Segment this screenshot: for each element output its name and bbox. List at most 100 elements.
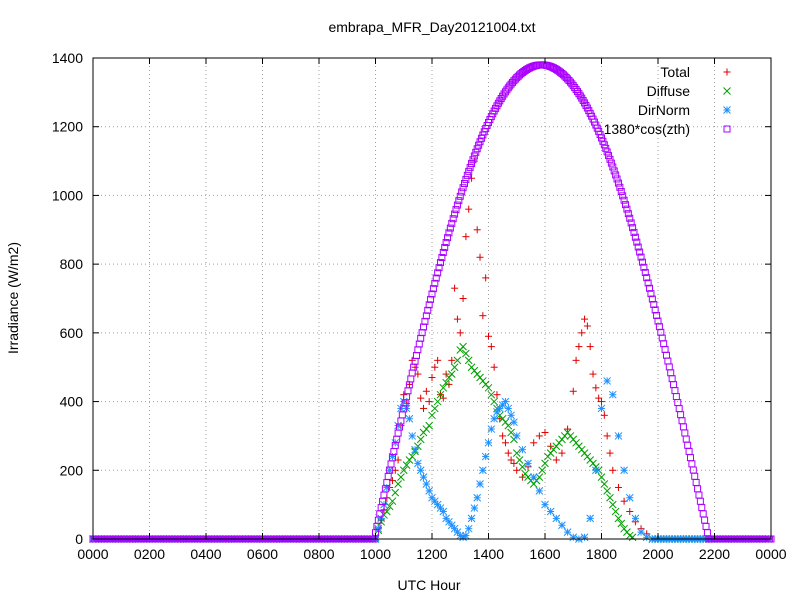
x-axis-label: UTC Hour (397, 577, 460, 593)
x-tick-label: 2000 (642, 546, 673, 562)
data-point (429, 285, 437, 293)
data-point (603, 432, 611, 440)
data-point (478, 466, 487, 475)
data-point (460, 180, 468, 188)
data-point (558, 449, 566, 457)
data-point (470, 152, 478, 160)
data-point (608, 390, 617, 399)
data-point (631, 233, 639, 241)
data-point (464, 356, 473, 365)
data-point (452, 206, 460, 214)
data-point (382, 483, 391, 492)
data-point (499, 432, 507, 440)
data-point (510, 418, 518, 427)
data-point (428, 411, 436, 420)
data-point (600, 141, 608, 149)
data-point (535, 487, 544, 495)
legend-label: Total (660, 64, 690, 80)
data-point (469, 156, 477, 164)
data-point (507, 411, 515, 420)
data-point (637, 253, 645, 261)
x-tick-label: 0600 (247, 546, 278, 562)
data-point (462, 349, 470, 358)
y-tick-label: 1000 (52, 187, 83, 203)
data-point (512, 449, 521, 457)
data-point (552, 456, 560, 464)
data-point (538, 466, 547, 475)
data-point (465, 205, 473, 213)
data-point (468, 160, 476, 168)
data-point (518, 445, 527, 454)
data-point (430, 404, 439, 413)
data-point (644, 279, 652, 287)
data-point (634, 243, 642, 251)
data-point (620, 466, 628, 475)
data-point (473, 226, 481, 234)
legend-label: 1380*cos(zth) (604, 121, 690, 137)
data-point (462, 531, 470, 540)
data-point (529, 473, 538, 482)
data-point (626, 508, 634, 516)
x-tick-label: 0000 (755, 546, 786, 562)
data-point (482, 274, 490, 282)
data-point (589, 370, 597, 378)
data-point (535, 473, 544, 482)
data-point (641, 268, 649, 276)
legend-marker (723, 125, 731, 133)
data-point (602, 144, 610, 152)
data-point (446, 224, 454, 232)
data-point (420, 404, 428, 412)
data-point (643, 274, 651, 282)
x-tick-label: 2200 (699, 546, 730, 562)
data-point (458, 188, 466, 196)
data-point (648, 295, 656, 303)
data-point (541, 459, 549, 468)
x-tick-label: 0400 (190, 546, 221, 562)
data-point (627, 219, 635, 227)
y-tick-label: 1400 (52, 50, 83, 66)
data-point (606, 449, 614, 457)
data-point (442, 378, 450, 387)
data-point (436, 390, 445, 399)
data-point (431, 363, 439, 371)
data-point (629, 224, 637, 232)
data-point (448, 356, 456, 364)
data-point (399, 466, 408, 475)
data-point (447, 370, 456, 378)
data-point (598, 398, 605, 406)
data-point (416, 435, 425, 444)
y-tick-label: 600 (60, 325, 84, 341)
data-point (628, 533, 637, 542)
data-point (490, 414, 499, 423)
data-point (609, 466, 617, 474)
data-point (603, 377, 612, 385)
data-point (583, 322, 591, 330)
data-point (414, 459, 422, 468)
data-point (530, 439, 538, 447)
x-tick-label: 1800 (586, 546, 617, 562)
data-point (431, 279, 439, 287)
data-point (465, 167, 473, 175)
data-point (541, 500, 549, 509)
data-point (411, 445, 419, 454)
data-point (624, 210, 632, 218)
legend-marker (723, 87, 731, 95)
data-point (462, 233, 470, 241)
data-point (504, 449, 512, 457)
data-point (606, 155, 614, 163)
data-point (484, 438, 493, 447)
data-point (408, 432, 417, 440)
legend-label: DirNorm (638, 102, 690, 118)
data-point (464, 524, 473, 533)
data-point (630, 228, 638, 236)
data-point (569, 387, 577, 395)
data-point (592, 384, 600, 392)
data-point (425, 301, 433, 309)
data-point (578, 329, 586, 337)
data-point (445, 229, 453, 237)
data-point (552, 514, 561, 523)
data-point (448, 219, 456, 227)
data-point (636, 248, 644, 256)
data-point (485, 332, 492, 340)
data-point (535, 432, 543, 440)
